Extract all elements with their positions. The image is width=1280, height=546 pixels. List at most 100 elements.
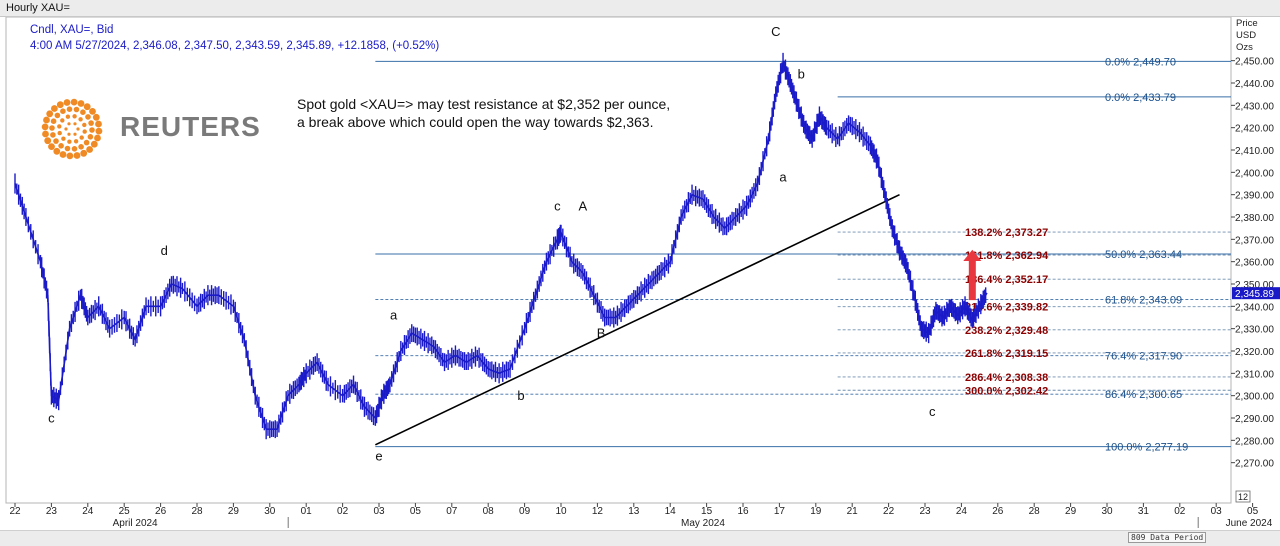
logo-dot — [83, 139, 90, 146]
status-bar: 809 Data Period — [0, 530, 1280, 546]
x-tick-label: 09 — [519, 506, 531, 517]
x-tick-label: 25 — [119, 506, 131, 517]
x-tick-label: 01 — [301, 506, 313, 517]
logo-dot — [50, 118, 57, 124]
logo-dot — [82, 122, 87, 128]
logo-dot — [73, 152, 81, 159]
y-tick-label: 2,450.00 — [1235, 57, 1274, 68]
x-tick-label: 23 — [46, 506, 58, 517]
logo-dot — [54, 112, 61, 119]
wave-label: b — [798, 67, 805, 82]
logo-dot — [43, 116, 50, 124]
annotation-line-2: a break above which could open the way t… — [297, 114, 654, 130]
x-tick-label: 21 — [847, 506, 859, 517]
fib-level-label: 300.0% 2,302.42 — [965, 385, 1048, 397]
logo-dot — [71, 146, 78, 152]
fib-level-label: 238.2% 2,329.48 — [965, 325, 1048, 337]
wave-label: b — [517, 388, 524, 403]
logo-dot — [85, 114, 91, 120]
logo-dot — [86, 146, 93, 153]
y-axis-title: Price — [1236, 18, 1258, 29]
fib-level-label: 0.0% 2,433.79 — [1105, 92, 1176, 104]
logo-dot — [73, 122, 77, 126]
logo-dot — [59, 151, 67, 158]
annotation-text: Spot gold <XAU=> may test resistance at … — [297, 95, 670, 131]
annotation-line-1: Spot gold <XAU=> may test resistance at … — [297, 96, 671, 112]
wave-label: c — [554, 198, 561, 213]
window-title: Hourly XAU= — [6, 2, 70, 14]
logo-dot — [58, 143, 64, 149]
up-arrow — [963, 249, 982, 301]
logo-dot — [46, 110, 54, 118]
x-tick-label: 28 — [1029, 506, 1041, 517]
wave-label: e — [375, 448, 382, 463]
logo-dot — [53, 147, 61, 155]
x-tick-label: 15 — [701, 506, 713, 517]
y-tick-label: 2,340.00 — [1235, 302, 1274, 313]
logo-dot — [41, 123, 49, 131]
y-tick-label: 2,330.00 — [1235, 325, 1274, 336]
legend-ohlc: 4:00 AM 5/27/2024, 2,346.08, 2,347.50, 2… — [30, 40, 440, 52]
logo-dot — [82, 129, 87, 134]
y-tick-label: 2,310.00 — [1235, 369, 1274, 380]
x-tick-label: 02 — [1174, 506, 1186, 517]
logo-dot — [64, 127, 68, 131]
x-tick-label: 22 — [9, 506, 21, 517]
y-tick-label: 2,430.00 — [1235, 101, 1274, 112]
y-axis-extra-box — [1235, 490, 1251, 503]
logo-dot — [67, 139, 72, 144]
logo-dot — [53, 138, 59, 144]
x-tick-label: 26 — [992, 506, 1004, 517]
logo-dot — [63, 99, 71, 106]
fib-level-label: 138.2% 2,373.27 — [965, 227, 1048, 239]
logo-dot — [78, 117, 83, 122]
reuters-logo — [41, 98, 103, 160]
x-tick-label: 03 — [373, 506, 385, 517]
fib-level-label: 86.4% 2,300.65 — [1105, 389, 1182, 401]
x-tick-label: 16 — [737, 506, 749, 517]
logo-dot — [92, 113, 100, 121]
logo-dot — [76, 127, 80, 131]
x-tick-label: 24 — [956, 506, 968, 517]
wave-label: B — [597, 326, 606, 341]
fib-level-label: 286.4% 2,308.38 — [965, 372, 1048, 384]
logo-dot — [80, 149, 88, 157]
wave-label: a — [390, 308, 398, 323]
wave-label: c — [929, 404, 936, 419]
logo-dot — [66, 106, 73, 112]
x-tick-label: 08 — [483, 506, 495, 517]
logo-dot — [67, 132, 71, 136]
logo-dot — [50, 132, 56, 138]
fib-level-label: 161.8% 2,362.94 — [965, 250, 1049, 262]
x-tick-label: 13 — [628, 506, 640, 517]
x-tick-label: 05 — [410, 506, 422, 517]
wave-label: a — [779, 169, 787, 184]
plot-area — [5, 16, 1232, 504]
logo-dot — [80, 109, 86, 115]
logo-dot — [90, 140, 98, 148]
y-tick-label: 2,440.00 — [1235, 79, 1274, 90]
y-tick-label: 2,420.00 — [1235, 124, 1274, 135]
legend-series: Cndl, XAU=, Bid — [30, 24, 114, 36]
y-tick-label: 2,360.00 — [1235, 258, 1274, 269]
window-title-bar: Hourly XAU= — [0, 0, 1280, 17]
logo-dot — [61, 136, 66, 141]
y-tick-label: 2,290.00 — [1235, 414, 1274, 425]
logo-dot — [64, 145, 71, 152]
x-tick-label: 29 — [228, 506, 240, 517]
fib-level-label: 100.0% 2,277.19 — [1105, 442, 1188, 454]
logo-dot — [88, 120, 94, 126]
logo-dot — [78, 144, 84, 150]
x-tick-label: 30 — [264, 506, 276, 517]
logo-dot — [73, 139, 79, 144]
fib-level-label: 261.8% 2,319.15 — [965, 348, 1048, 360]
logo-dot — [42, 130, 49, 138]
x-tick-label: 29 — [1065, 506, 1077, 517]
x-tick-label: 10 — [555, 506, 567, 517]
data-period-label[interactable]: 809 Data Period — [1128, 532, 1207, 543]
logo-dot — [73, 132, 77, 136]
trendline — [375, 193, 900, 446]
last-price-label: 2,345.89 — [1235, 289, 1274, 300]
y-tick-label: 2,270.00 — [1235, 459, 1274, 470]
